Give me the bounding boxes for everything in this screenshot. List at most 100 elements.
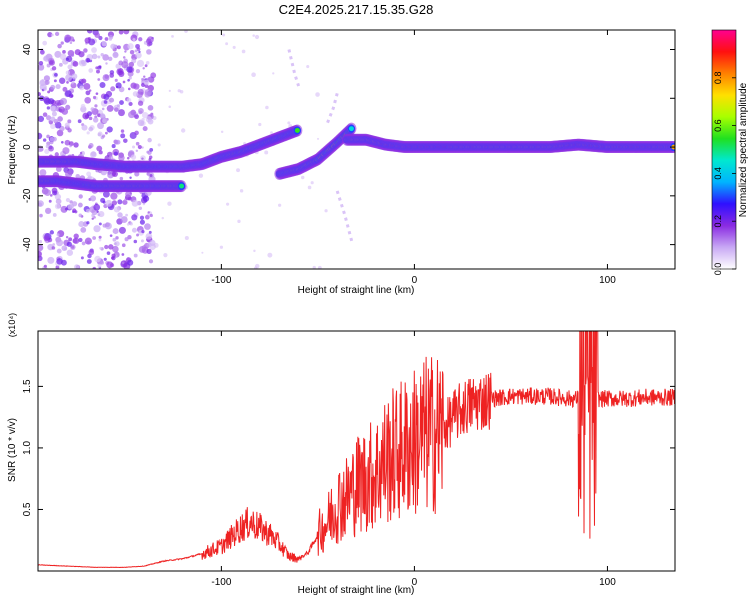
noise-point — [126, 156, 130, 160]
noise-point — [111, 200, 118, 206]
noise-point — [54, 72, 58, 77]
noise-point — [43, 264, 47, 268]
noise-point — [252, 34, 255, 37]
noise-point — [51, 33, 54, 37]
noise-point — [62, 49, 66, 54]
noise-point — [150, 72, 157, 79]
noise-point — [88, 116, 93, 121]
noise-point — [201, 251, 204, 254]
noise-point — [64, 139, 71, 146]
noise-point — [49, 136, 55, 142]
ridge-cell — [346, 122, 357, 135]
noise-point — [131, 227, 137, 233]
noise-point — [57, 43, 62, 49]
noise-point — [65, 104, 71, 110]
noise-point — [100, 53, 104, 57]
noise-point — [145, 232, 153, 240]
noise-point — [85, 208, 91, 213]
y-tick-label: -20 — [22, 188, 33, 203]
noise-point — [143, 79, 150, 86]
noise-point — [90, 151, 97, 157]
noise-point — [60, 97, 68, 105]
noise-point — [69, 41, 73, 45]
noise-point — [226, 202, 230, 206]
noise-point — [105, 90, 113, 98]
noise-point — [102, 134, 106, 138]
noise-point — [114, 107, 119, 112]
noise-point — [130, 34, 138, 42]
noise-point — [88, 249, 95, 256]
noise-point — [157, 143, 161, 147]
noise-point — [113, 206, 120, 213]
noise-point — [69, 144, 72, 148]
noise-point — [110, 192, 118, 200]
noise-point — [141, 77, 145, 81]
noise-point — [120, 129, 125, 133]
noise-point — [130, 154, 137, 160]
noise-point — [129, 176, 132, 179]
noise-point — [135, 51, 142, 59]
noise-point — [86, 221, 90, 225]
noise-point — [113, 151, 118, 156]
noise-point — [167, 201, 172, 206]
noise-point — [67, 119, 72, 124]
noise-point — [253, 249, 256, 253]
noise-point — [112, 245, 119, 253]
noise-point — [134, 130, 139, 136]
noise-point — [119, 100, 124, 105]
noise-point — [73, 233, 79, 239]
noise-point — [86, 30, 93, 34]
noise-point — [83, 48, 88, 53]
noise-point — [38, 132, 43, 140]
spectrogram-y-label: Frequency (Hz) — [7, 116, 18, 185]
noise-point — [143, 75, 146, 78]
noise-point — [124, 50, 127, 53]
noise-point — [106, 251, 111, 255]
noise-point — [144, 88, 152, 96]
noise-point — [85, 57, 91, 63]
noise-point — [64, 34, 72, 42]
snr-series-line — [38, 331, 675, 569]
noise-point — [52, 213, 57, 217]
noise-point — [120, 133, 126, 139]
snr-y-scale-label: (x10⁴) — [7, 313, 17, 337]
noise-point — [317, 265, 322, 269]
noise-point — [54, 50, 62, 58]
noise-point — [81, 78, 87, 84]
colorbar-ticks: 0.0 0.2 0.4 0.6 0.8 — [713, 72, 736, 275]
noise-point — [50, 116, 56, 122]
noise-point — [118, 226, 126, 234]
noise-point — [98, 238, 102, 242]
noise-point — [134, 49, 138, 53]
noise-point — [254, 34, 260, 40]
noise-point — [105, 131, 108, 135]
noise-point — [136, 233, 139, 237]
noise-point — [97, 132, 102, 137]
noise-point — [102, 74, 110, 82]
noise-point — [99, 246, 102, 250]
noise-point — [184, 30, 188, 33]
noise-point — [78, 237, 83, 243]
noise-point — [168, 105, 172, 108]
noise-point — [64, 207, 68, 211]
noise-point — [67, 203, 74, 210]
noise-point — [93, 225, 101, 233]
noise-point — [220, 130, 224, 134]
colorbar: 0.0 0.2 0.4 0.6 0.8 Normalized spectral ampl… — [711, 29, 749, 275]
noise-point — [75, 174, 80, 179]
noise-point — [97, 213, 101, 217]
x-tick-label: -100 — [211, 275, 231, 286]
noise-point — [135, 69, 141, 74]
faint-streak — [335, 190, 355, 245]
noise-point — [287, 121, 291, 125]
noise-point — [132, 91, 139, 97]
noise-point — [42, 40, 48, 46]
noise-point — [49, 194, 53, 197]
noise-point — [97, 122, 104, 130]
colorbar-label: Normalized spectral amplitude — [738, 82, 749, 217]
noise-point — [43, 87, 47, 91]
noise-point — [232, 45, 236, 49]
noise-point — [127, 87, 131, 91]
noise-point — [110, 43, 116, 50]
noise-point — [270, 131, 273, 135]
